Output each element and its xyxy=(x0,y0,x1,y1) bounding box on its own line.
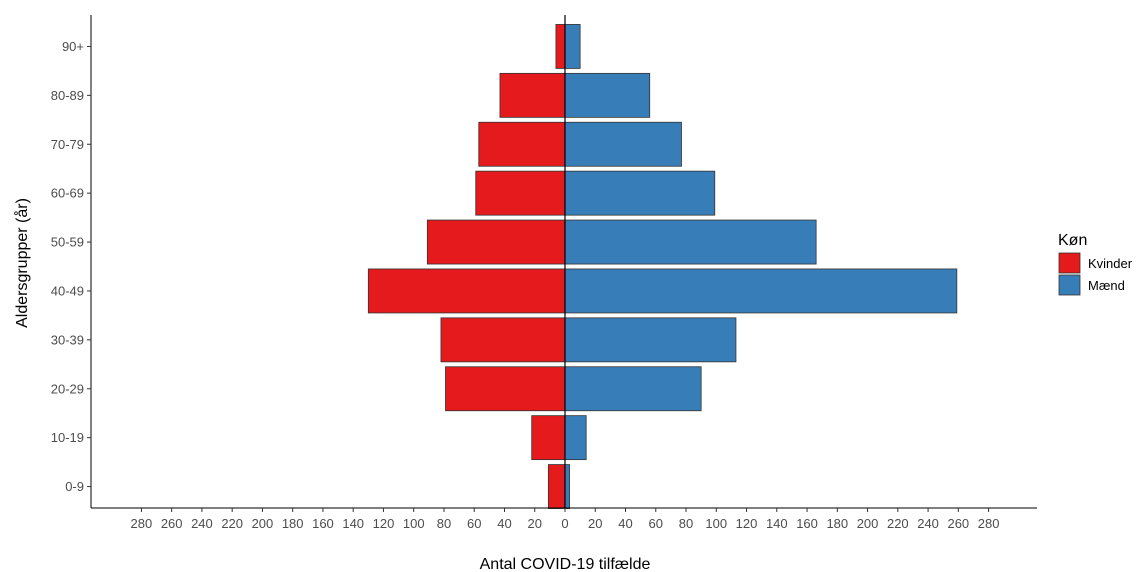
bar-maend-50-59 xyxy=(564,219,817,265)
bar-kvinder-40-49 xyxy=(367,268,566,314)
y-axis-ticks: 0-9 10-19 20-29 30-39 40-49 50-59 60-69 70-79 80… xyxy=(51,39,91,494)
y-axis-title: Aldersgrupper (år) xyxy=(13,198,31,328)
x-tick-label: 260 xyxy=(161,516,183,531)
bar-kvinder-50-59 xyxy=(426,219,566,265)
x-tick-label: 120 xyxy=(373,516,395,531)
x-axis-ticks: 280 260 240 220 200 180 160 140 120 100 80 60 40 20 0 2… xyxy=(131,508,1000,531)
bar-maend-40-49 xyxy=(564,268,958,314)
x-tick-label: 140 xyxy=(342,516,364,531)
bar-kvinder-60-69 xyxy=(475,170,566,216)
x-tick-label: 200 xyxy=(252,516,274,531)
x-tick-label: 40 xyxy=(618,516,632,531)
y-tick-label: 60-69 xyxy=(51,186,84,201)
legend-key-kvinder xyxy=(1058,252,1081,274)
x-tick-label: 240 xyxy=(917,516,939,531)
bar-kvinder-10-19 xyxy=(531,415,566,461)
bar-kvinder-90+ xyxy=(555,24,566,69)
bar-kvinder-80-89 xyxy=(499,72,566,118)
bar-kvinder-70-79 xyxy=(478,121,566,167)
x-tick-label: 200 xyxy=(857,516,879,531)
y-tick-label: 40-49 xyxy=(51,283,84,298)
y-tick-label: 0-9 xyxy=(65,479,84,494)
legend-title: Køn xyxy=(1058,232,1087,249)
y-tick-label: 90+ xyxy=(62,39,84,54)
x-tick-label: 20 xyxy=(528,516,542,531)
x-tick-label: 180 xyxy=(282,516,304,531)
x-tick-label: 240 xyxy=(191,516,213,531)
x-tick-label: 60 xyxy=(649,516,663,531)
legend: Køn Kvinder Mænd xyxy=(1058,232,1133,296)
x-tick-label: 140 xyxy=(766,516,788,531)
bar-kvinder-20-29 xyxy=(445,366,566,412)
bar-maend-60-69 xyxy=(564,170,716,216)
x-tick-label: 160 xyxy=(312,516,334,531)
bar-maend-90+ xyxy=(564,24,581,69)
x-tick-label: 0 xyxy=(561,516,568,531)
x-tick-label: 100 xyxy=(705,516,727,531)
y-tick-label: 30-39 xyxy=(51,332,84,347)
y-tick-label: 20-29 xyxy=(51,381,84,396)
bar-maend-30-39 xyxy=(564,317,737,363)
bar-maend-70-79 xyxy=(564,121,682,167)
bar-maend-10-19 xyxy=(564,415,587,461)
bars-group xyxy=(367,24,958,509)
bar-maend-0-9 xyxy=(564,464,570,509)
x-tick-label: 280 xyxy=(131,516,153,531)
x-tick-label: 160 xyxy=(796,516,818,531)
bar-maend-80-89 xyxy=(564,72,651,118)
legend-key-maend xyxy=(1058,274,1081,296)
x-tick-label: 80 xyxy=(437,516,451,531)
y-tick-label: 10-19 xyxy=(51,430,84,445)
x-tick-label: 280 xyxy=(978,516,1000,531)
legend-label-kvinder: Kvinder xyxy=(1088,256,1133,271)
x-axis-title: Antal COVID-19 tilfælde xyxy=(480,556,651,572)
y-tick-label: 80-89 xyxy=(51,88,84,103)
x-tick-label: 20 xyxy=(588,516,602,531)
bar-kvinder-0-9 xyxy=(547,464,566,509)
x-tick-label: 80 xyxy=(679,516,693,531)
bar-kvinder-30-39 xyxy=(440,317,566,363)
x-tick-label: 220 xyxy=(887,516,909,531)
x-tick-label: 40 xyxy=(497,516,511,531)
x-tick-label: 100 xyxy=(403,516,425,531)
x-tick-label: 260 xyxy=(947,516,969,531)
legend-label-maend: Mænd xyxy=(1088,278,1125,293)
x-tick-label: 60 xyxy=(467,516,481,531)
y-tick-label: 50-59 xyxy=(51,235,84,250)
bar-maend-20-29 xyxy=(564,366,702,412)
x-tick-label: 180 xyxy=(826,516,848,531)
x-tick-label: 220 xyxy=(221,516,243,531)
y-tick-label: 70-79 xyxy=(51,137,84,152)
x-tick-label: 120 xyxy=(736,516,758,531)
